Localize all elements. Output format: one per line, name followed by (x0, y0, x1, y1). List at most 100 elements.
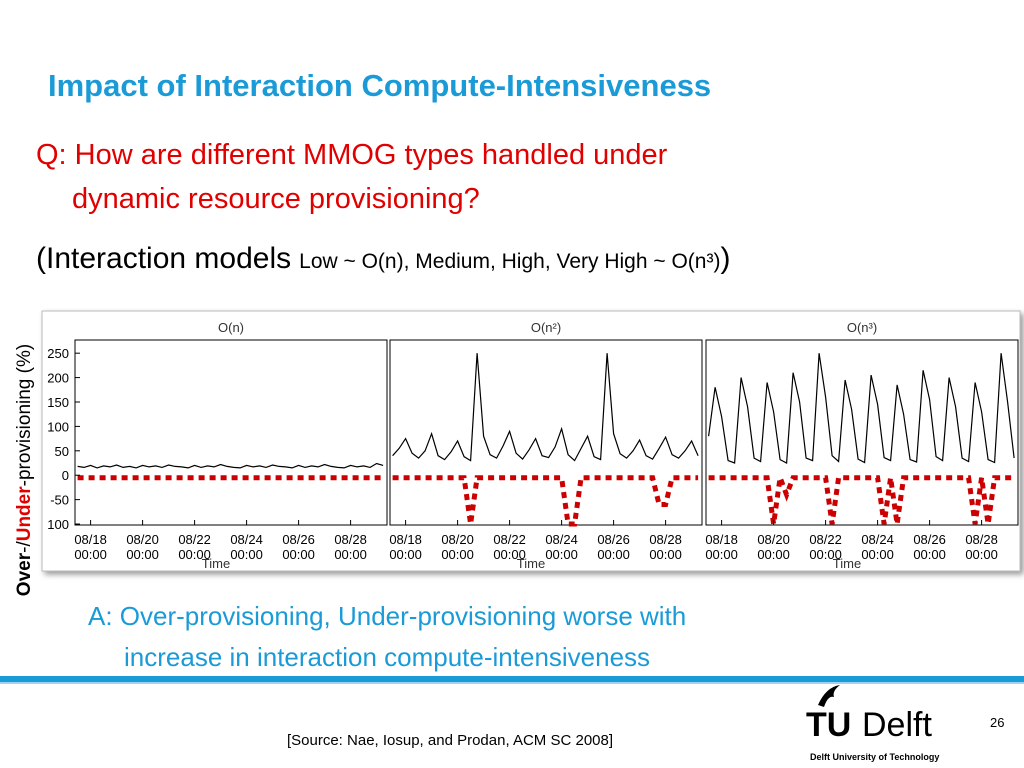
x-tick-label-line: 00:00 (913, 547, 946, 562)
under: Under (14, 486, 35, 542)
plot-frame (389, 339, 703, 526)
x-tick-label-line: 00:00 (965, 547, 998, 562)
x-tick-label-line: 00:00 (545, 547, 578, 562)
y-tick-label: 150 (47, 395, 69, 410)
x-tick-label: 08/18 00:00 (705, 532, 738, 562)
x-tick-label-line: 08/24 (545, 532, 578, 547)
x-axis-label: Time (202, 556, 230, 571)
x-tick-label-line: 00:00 (74, 547, 107, 562)
paren: ( (36, 242, 46, 275)
sep: -/ (14, 541, 35, 553)
x-tick-label-line: 00:00 (809, 547, 842, 562)
answer-line: A: Over-provisioning, Under-provisioning… (88, 601, 686, 631)
footer-rule (0, 676, 1024, 682)
x-tick-label: 08/24 00:00 (230, 532, 263, 562)
under-provisioning-line (392, 475, 699, 527)
x-tick-label-line: 00:00 (861, 547, 894, 562)
x-tick-label-line: 08/22 (178, 532, 211, 547)
x-tick-label: 08/26 00:00 (282, 532, 315, 562)
x-tick-label-line: 00:00 (705, 547, 738, 562)
question-line: Q: How are different MMOG types handled … (36, 139, 668, 171)
x-tick-label-line: 00:00 (282, 547, 315, 562)
logo-university: Delft University of Technology (810, 752, 939, 762)
x-tick-label-line: 00:00 (178, 547, 211, 562)
x-tick-label: 08/22 00:00 (493, 532, 526, 562)
x-tick-label: 08/24 00:00 (545, 532, 578, 562)
x-tick-label-line: 00:00 (441, 547, 474, 562)
x-tick-label: 08/20 00:00 (757, 532, 790, 562)
x-tick-label: 08/24 00:00 (861, 532, 894, 562)
x-tick-label-line: 08/18 (74, 532, 107, 547)
x-axis-label: Time (833, 556, 861, 571)
y-tick-label: 100 (47, 419, 69, 434)
over-provisioning-line (392, 353, 699, 462)
x-tick-label: 08/28 00:00 (649, 532, 682, 562)
x-tick-label-line: 08/28 (965, 532, 998, 547)
x-tick-label-line: 08/26 (597, 532, 630, 547)
x-tick-label: 08/20 00:00 (441, 532, 474, 562)
x-tick-label-line: 00:00 (597, 547, 630, 562)
x-tick-label: 08/28 00:00 (334, 532, 367, 562)
y-tick-label: 50 (55, 444, 69, 459)
x-tick-label-line: 00:00 (126, 547, 159, 562)
x-tick-label: 08/22 00:00 (178, 532, 211, 562)
footer-rule (0, 682, 1024, 684)
over: Over (14, 552, 35, 596)
answer-line: increase in interaction compute-intensiv… (124, 642, 650, 672)
rest: -provisioning (%) (14, 344, 35, 487)
x-tick-label-line: 00:00 (493, 547, 526, 562)
y-tick-label: -50 (50, 493, 69, 508)
x-tick-label-line: 08/28 (334, 532, 367, 547)
models-main: Interaction models (46, 242, 291, 275)
x-tick-label-line: 08/28 (649, 532, 682, 547)
x-tick-label-line: 08/26 (913, 532, 946, 547)
paren: ) (720, 242, 730, 275)
x-tick-label-line: 08/20 (441, 532, 474, 547)
chart-title: O(n³) (847, 320, 877, 335)
chart-title: O(n) (218, 320, 244, 335)
x-tick-label-line: 08/22 (493, 532, 526, 547)
x-tick-label-line: 00:00 (757, 547, 790, 562)
x-tick-label: 08/28 00:00 (965, 532, 998, 562)
x-tick-label-line: 08/26 (282, 532, 315, 547)
models-detail: Low ~ O(n), Medium, High, Very High ~ O(… (299, 250, 720, 273)
x-tick-label: 08/26 00:00 (913, 532, 946, 562)
logo-flame (818, 685, 840, 707)
x-tick-label-line: 00:00 (649, 547, 682, 562)
plot-frame (74, 339, 388, 526)
models-line: (Interaction models Low ~ O(n), Medium, H… (36, 242, 730, 275)
x-tick-label-line: 08/20 (757, 532, 790, 547)
y-axis-label: Over-/Under-provisioning (%) (14, 344, 35, 596)
y-tick-label: 250 (47, 346, 69, 361)
x-tick-label: 08/18 00:00 (389, 532, 422, 562)
x-tick-label: 08/20 00:00 (126, 532, 159, 562)
question-line: dynamic resource provisioning? (72, 183, 480, 215)
page-number: 26 (990, 715, 1004, 730)
source: [Source: Nae, Iosup, and Prodan, ACM SC … (287, 732, 613, 749)
y-tick-label: 100 (47, 517, 69, 532)
x-tick-label-line: 00:00 (230, 547, 263, 562)
x-axis-label: Time (517, 556, 545, 571)
x-tick-label-line: 08/24 (861, 532, 894, 547)
x-tick-label-line: 00:00 (334, 547, 367, 562)
logo-tu: TU (806, 706, 851, 744)
x-tick-label-line: 08/24 (230, 532, 263, 547)
y-tick-label: 200 (47, 371, 69, 386)
x-tick-label-line: 08/22 (809, 532, 842, 547)
x-tick-label-line: 08/20 (126, 532, 159, 547)
x-tick-label: 08/26 00:00 (597, 532, 630, 562)
x-tick-label: 08/22 00:00 (809, 532, 842, 562)
x-tick-label: 08/18 00:00 (74, 532, 107, 562)
chart-title: O(n²) (531, 320, 561, 335)
x-tick-label-line: 00:00 (389, 547, 422, 562)
y-tick-label: 0 (62, 468, 69, 483)
logo-delft: Delft (862, 706, 932, 744)
x-tick-label-line: 08/18 (389, 532, 422, 547)
x-tick-label-line: 08/18 (705, 532, 738, 547)
over-provisioning-line (77, 462, 384, 469)
over-provisioning-line (708, 353, 1015, 464)
plot-frame (705, 339, 1019, 526)
slide-title: Impact of Interaction Compute-Intensiven… (48, 68, 711, 103)
